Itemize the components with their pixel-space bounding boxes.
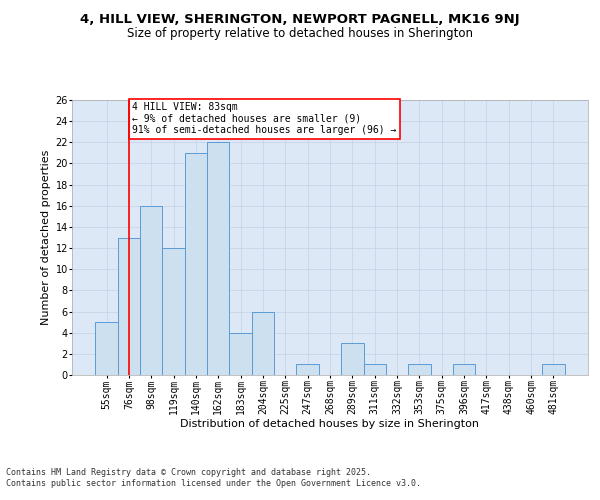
- Text: Size of property relative to detached houses in Sherington: Size of property relative to detached ho…: [127, 28, 473, 40]
- Text: Contains HM Land Registry data © Crown copyright and database right 2025.
Contai: Contains HM Land Registry data © Crown c…: [6, 468, 421, 487]
- Y-axis label: Number of detached properties: Number of detached properties: [41, 150, 51, 325]
- Bar: [207, 142, 229, 375]
- Text: 4 HILL VIEW: 83sqm
← 9% of detached houses are smaller (9)
91% of semi-detached : 4 HILL VIEW: 83sqm ← 9% of detached hous…: [133, 102, 397, 136]
- Bar: [408, 364, 431, 375]
- Bar: [341, 344, 364, 375]
- Text: 4, HILL VIEW, SHERINGTON, NEWPORT PAGNELL, MK16 9NJ: 4, HILL VIEW, SHERINGTON, NEWPORT PAGNEL…: [80, 12, 520, 26]
- Bar: [453, 364, 475, 375]
- Bar: [140, 206, 163, 375]
- Bar: [542, 364, 565, 375]
- Bar: [229, 332, 252, 375]
- Bar: [296, 364, 319, 375]
- Bar: [185, 153, 207, 375]
- Bar: [118, 238, 140, 375]
- Bar: [252, 312, 274, 375]
- Bar: [163, 248, 185, 375]
- Bar: [95, 322, 118, 375]
- X-axis label: Distribution of detached houses by size in Sherington: Distribution of detached houses by size …: [181, 418, 479, 428]
- Bar: [364, 364, 386, 375]
